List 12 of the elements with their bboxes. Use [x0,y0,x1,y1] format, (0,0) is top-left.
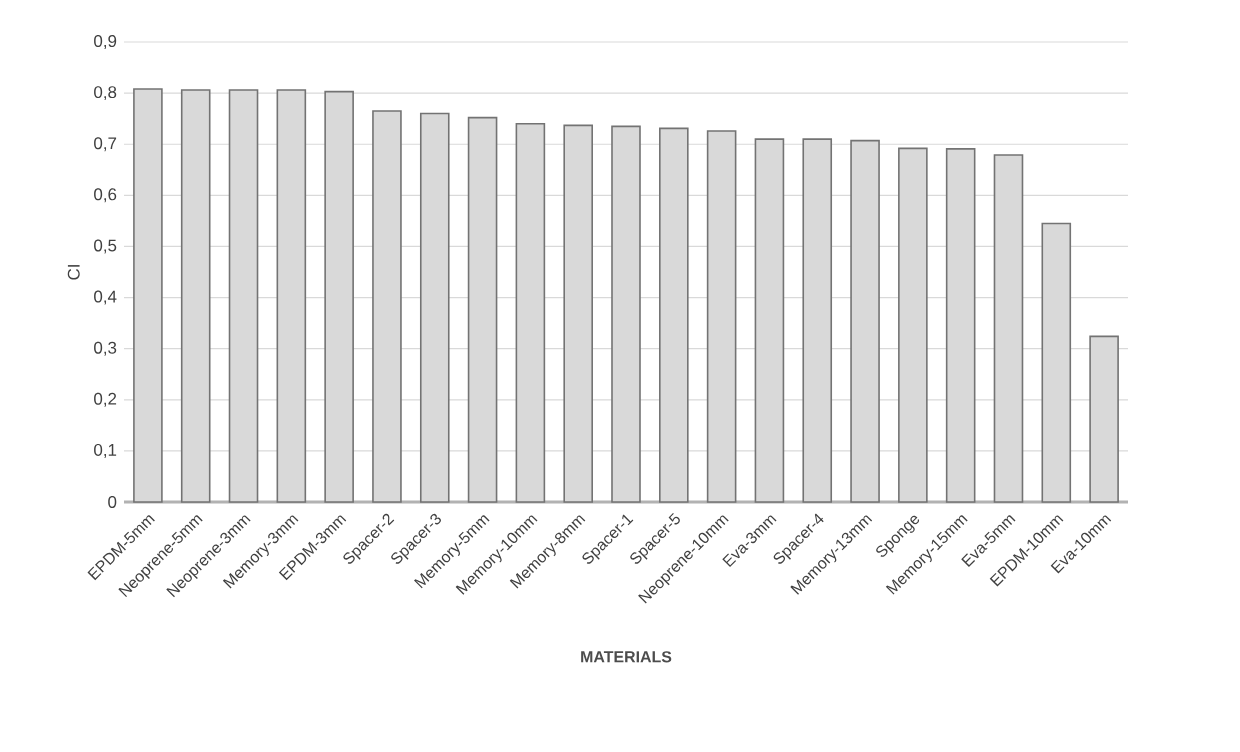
y-tick-label: 0,2 [94,392,117,407]
y-tick-label: 0,8 [94,86,117,101]
y-axis-title: CI [67,265,80,280]
y-tick-label: 0,4 [94,290,117,305]
x-axis-title: MATERIALS [581,651,672,663]
y-tick-label: 0,9 [94,35,117,50]
y-tick-label: 0,6 [94,188,117,203]
y-tick-label: 0 [108,496,117,508]
y-tick-label: 0,1 [94,443,117,458]
y-tick-label: 0,7 [94,137,117,152]
y-tick-label: 0,5 [94,239,117,254]
y-tick-label: 0,3 [94,341,117,356]
